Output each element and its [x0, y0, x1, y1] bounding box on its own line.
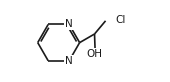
Text: OH: OH	[86, 49, 102, 59]
Text: Cl: Cl	[115, 15, 126, 25]
Text: N: N	[65, 56, 73, 66]
Text: N: N	[65, 19, 73, 29]
